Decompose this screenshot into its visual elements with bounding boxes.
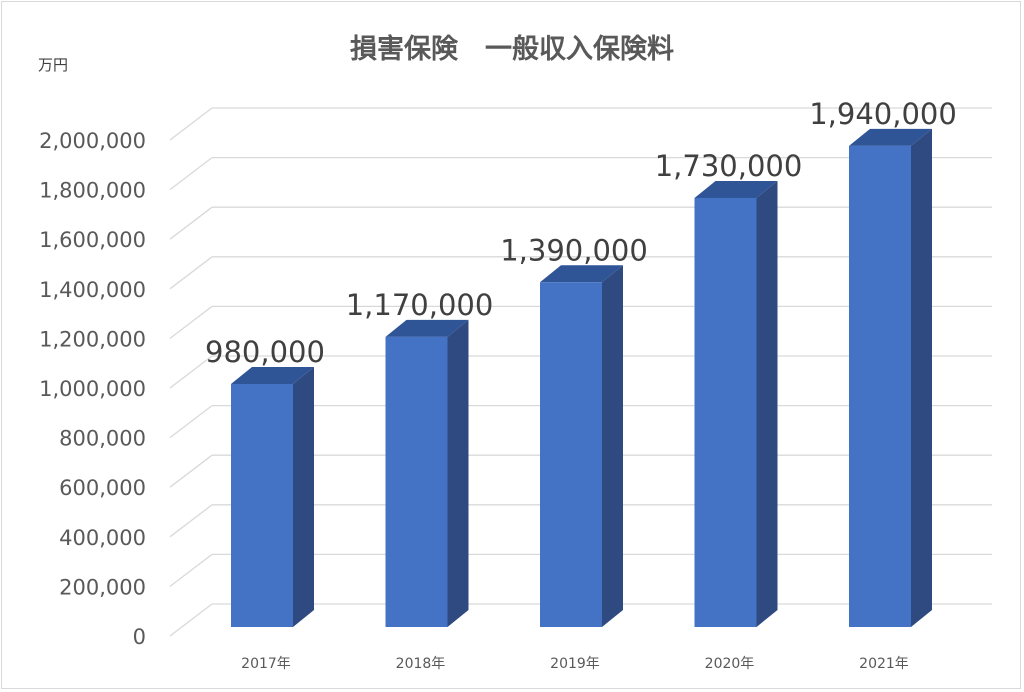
gridline-diagonal xyxy=(169,206,213,240)
bar-side xyxy=(447,319,469,627)
y-tick-label: 1,000,000 xyxy=(39,377,146,401)
bar xyxy=(231,383,293,627)
data-label: 1,730,000 xyxy=(655,149,803,183)
gridline-diagonal xyxy=(169,603,213,637)
bar-side xyxy=(756,180,778,627)
x-axis-ticks: 2017年 2018年 2019年 2020年 2021年 xyxy=(241,656,909,672)
data-label: 1,940,000 xyxy=(809,97,957,131)
y-tick-label: 800,000 xyxy=(59,427,146,451)
y-tick-label: 1,800,000 xyxy=(39,179,146,203)
y-unit-label: 万円 xyxy=(38,56,68,74)
data-label: 1,170,000 xyxy=(346,288,494,322)
bar-top xyxy=(385,319,469,337)
y-tick-label: 200,000 xyxy=(59,575,146,599)
bars xyxy=(231,128,932,627)
bar-side xyxy=(602,265,623,627)
chart-title: 損害保険 一般収入保険料 xyxy=(350,33,674,65)
gridline-diagonal xyxy=(169,454,213,488)
y-tick-label: 1,600,000 xyxy=(39,228,146,252)
gridline-diagonal xyxy=(169,504,213,538)
bar-top xyxy=(231,366,314,384)
gridline-diagonal xyxy=(169,553,213,587)
x-tick-label: 2018年 xyxy=(396,656,446,672)
gridline-diagonal xyxy=(169,405,213,439)
y-tick-label: 600,000 xyxy=(59,476,146,500)
bar-top xyxy=(540,265,623,283)
x-tick-label: 2019年 xyxy=(550,656,600,672)
gridline-diagonal xyxy=(169,355,213,389)
x-tick-label: 2017年 xyxy=(241,656,291,672)
bar xyxy=(540,282,602,627)
y-tick-label: 2,000,000 xyxy=(39,129,146,153)
bar-top xyxy=(849,128,932,146)
x-tick-label: 2021年 xyxy=(859,656,909,672)
x-tick-label: 2020年 xyxy=(705,656,755,672)
bar-side xyxy=(911,128,932,627)
gridline-diagonal xyxy=(169,305,213,339)
gridline-diagonal xyxy=(169,107,213,141)
y-tick-label: 0 xyxy=(133,625,146,649)
y-tick-label: 400,000 xyxy=(59,526,146,550)
y-tick-label: 1,400,000 xyxy=(39,278,146,302)
bar xyxy=(385,336,448,627)
bar xyxy=(849,145,911,627)
bar xyxy=(694,197,757,627)
data-label: 1,390,000 xyxy=(500,233,648,267)
y-axis-ticks: 0 200,000 400,000 600,000 800,000 1,000,000 1,… xyxy=(39,129,146,649)
bar-side xyxy=(293,366,314,627)
gridline-diagonal xyxy=(169,157,213,191)
y-tick-label: 1,200,000 xyxy=(39,327,146,351)
bar-top xyxy=(694,180,778,198)
gridline-diagonal xyxy=(169,256,213,290)
data-label: 980,000 xyxy=(205,335,325,369)
